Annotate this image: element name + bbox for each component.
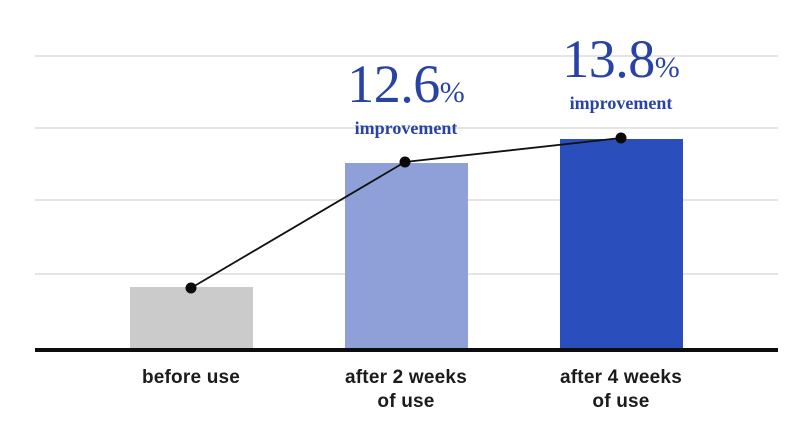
gridline [35, 127, 778, 129]
annotation-value: 13.8% [562, 29, 680, 89]
percent-sign: % [439, 76, 465, 109]
annotation-value: 12.6% [347, 54, 465, 114]
x-label-after-4-weeks: after 4 weeks of use [560, 367, 682, 412]
x-axis-line [35, 348, 778, 352]
bar-after-2-weeks [345, 163, 468, 348]
bar-after-4-weeks [560, 139, 683, 348]
x-label-before-use: before use [141, 367, 241, 388]
annotation-label: improvement [569, 93, 673, 113]
x-label-after-2-weeks: after 2 weeks of use [345, 367, 467, 412]
gridline [35, 55, 778, 57]
annotation-label: improvement [354, 118, 458, 138]
percent-sign: % [654, 51, 680, 84]
annotation-after-4-weeks: 13.8% improvement [501, 29, 741, 113]
bar-before-use [130, 287, 253, 348]
annotation-after-2-weeks: 12.6% improvement [286, 54, 526, 138]
